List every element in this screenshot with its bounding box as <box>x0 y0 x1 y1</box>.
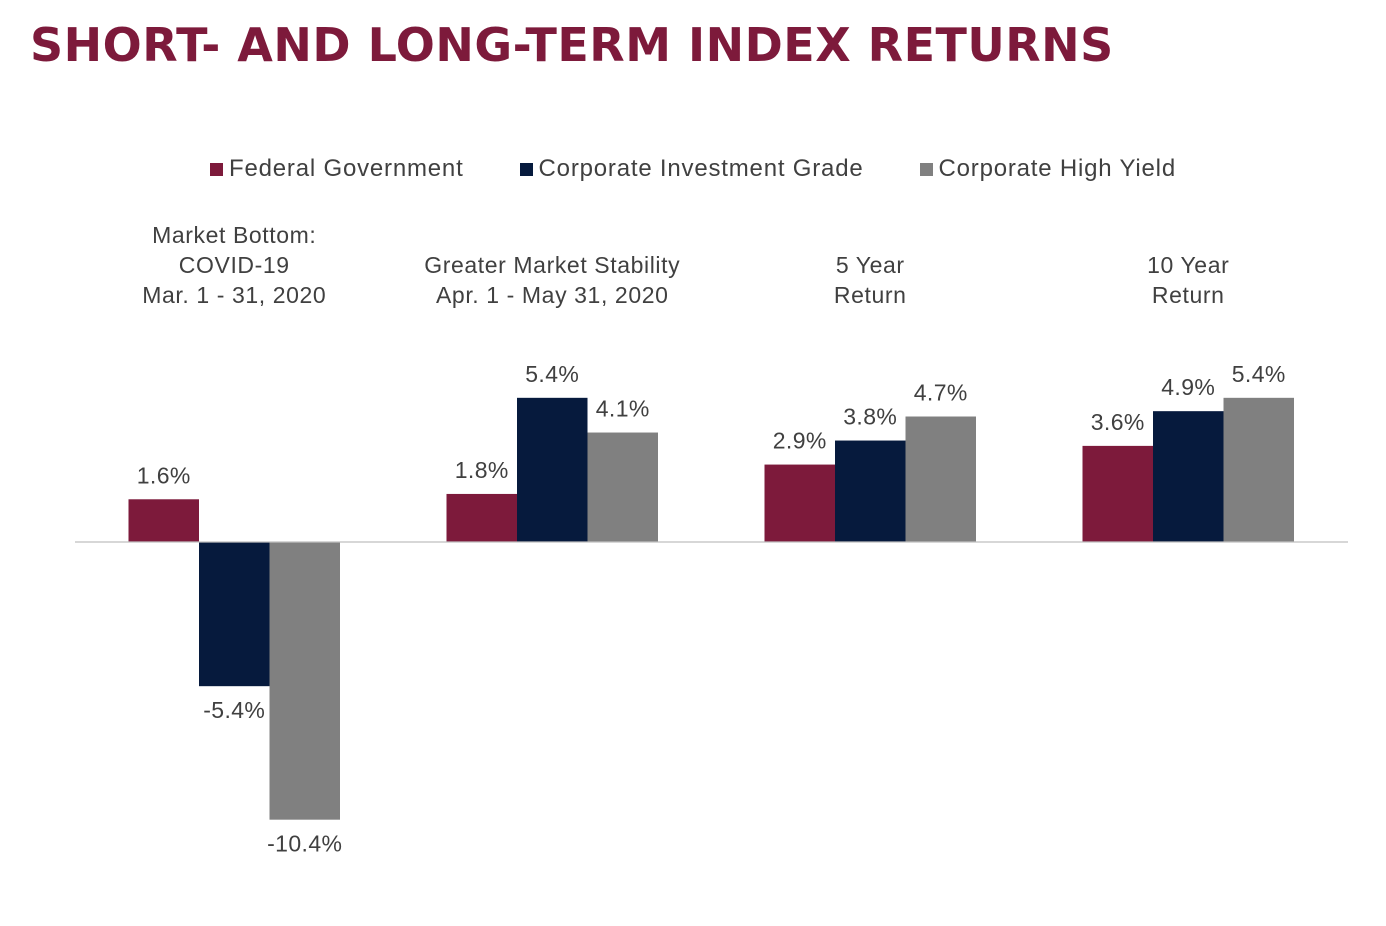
bar-federal-government-3 <box>1082 445 1153 542</box>
chart-title: SHORT- AND LONG-TERM INDEX RETURNS <box>30 18 1114 72</box>
data-label: -10.4% <box>267 831 342 857</box>
legend-swatch <box>210 162 224 176</box>
bar-corporate-investment-grade-1 <box>517 397 588 542</box>
bar-corporate-investment-grade-0 <box>199 542 270 687</box>
bar-corporate-high-yield-2 <box>905 416 976 542</box>
category-label: Greater Market Stability Apr. 1 - May 31,… <box>424 252 680 308</box>
legend: Federal Government Corporate Investment … <box>0 155 1386 183</box>
bar-corporate-investment-grade-2 <box>835 440 906 542</box>
legend-item-federal-government: Federal Government <box>210 155 464 183</box>
bar-federal-government-2 <box>764 464 835 542</box>
bar-corporate-investment-grade-3 <box>1153 411 1224 542</box>
bar-corporate-high-yield-3 <box>1223 397 1294 542</box>
data-label: 2.9% <box>773 428 827 454</box>
data-label: 5.4% <box>1232 361 1286 387</box>
legend-item-corporate-investment-grade: Corporate Investment Grade <box>519 155 864 183</box>
data-label: 4.9% <box>1161 374 1215 400</box>
data-label: 3.6% <box>1091 409 1145 435</box>
legend-swatch <box>519 162 533 176</box>
data-label: 4.1% <box>596 396 650 422</box>
bar-federal-government-1 <box>446 493 517 542</box>
category-label: 5 Year Return <box>834 252 907 308</box>
category-label: Market Bottom: COVID-19 Mar. 1 - 31, 2020 <box>142 222 326 308</box>
bar-federal-government-0 <box>128 499 199 542</box>
data-label: 1.6% <box>137 462 191 488</box>
data-label: 3.8% <box>843 404 897 430</box>
bar-corporate-high-yield-0 <box>269 542 340 820</box>
data-label: 4.7% <box>914 380 968 406</box>
category-label: 10 Year Return <box>1147 252 1229 308</box>
legend-swatch <box>919 162 933 176</box>
data-label: 1.8% <box>455 457 509 483</box>
legend-label: Corporate High Yield <box>938 155 1176 182</box>
legend-label: Corporate Investment Grade <box>538 155 864 182</box>
legend-item-corporate-high-yield: Corporate High Yield <box>919 155 1176 183</box>
legend-label: Federal Government <box>229 155 464 182</box>
data-label: 5.4% <box>525 361 579 387</box>
bar-corporate-high-yield-1 <box>587 432 658 542</box>
data-label: -5.4% <box>203 697 265 723</box>
